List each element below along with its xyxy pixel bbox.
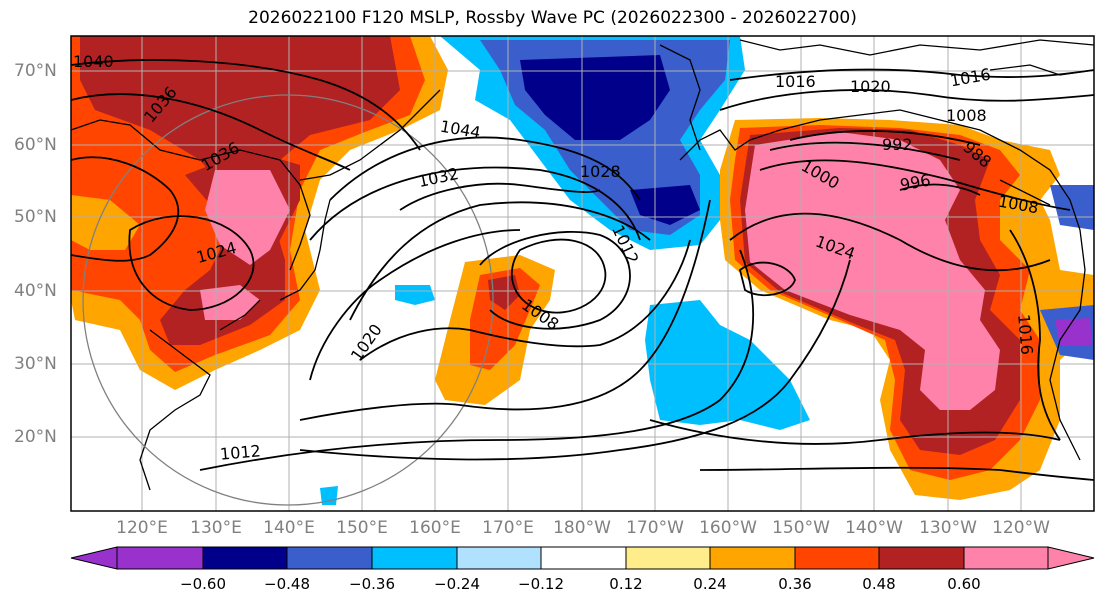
lon-label: 130°W [919, 518, 977, 538]
colorbar-tick-label: 0.12 [609, 575, 643, 593]
colorbar [70, 546, 1095, 570]
lon-label: 170°E [482, 518, 534, 538]
colorbar-tick-label: −0.12 [518, 575, 564, 593]
colorbar-tick-label: 0.24 [693, 575, 727, 593]
lon-label: 140°W [845, 518, 903, 538]
negative-anomaly-north [440, 36, 745, 250]
lon-label: 180°W [553, 518, 611, 538]
contour-label: 1040 [73, 52, 114, 71]
lat-label: 60°N [14, 135, 57, 155]
colorbar-tick-label: 0.36 [778, 575, 812, 593]
contour-label: 1028 [580, 162, 621, 181]
lat-label: 20°N [14, 427, 57, 447]
lat-label: 50°N [14, 207, 57, 227]
isobars [71, 59, 1094, 481]
colorbar-tick-label: 0.48 [862, 575, 896, 593]
lat-label: 70°N [14, 61, 57, 81]
colorbar-tick-label: 0.60 [947, 575, 981, 593]
lon-label: 170°W [626, 518, 684, 538]
positive-anomaly-central [435, 255, 555, 405]
lon-label: 160°W [699, 518, 757, 538]
colorbar-tick-label: −0.36 [349, 575, 395, 593]
lat-label: 30°N [14, 354, 57, 374]
contour-label: 1016 [775, 72, 816, 91]
colorbar-tick-label: −0.24 [434, 575, 480, 593]
coastlines [71, 39, 1094, 491]
contour-label: 1020 [850, 77, 891, 96]
contour-label: 1016 [1014, 313, 1037, 356]
contour-label: 1008 [946, 106, 987, 125]
lon-label: 160°E [409, 518, 461, 538]
lon-label: 120°E [116, 518, 168, 538]
lon-label: 140°E [263, 518, 315, 538]
colorbar-tick-label: −0.60 [180, 575, 226, 593]
lat-label: 40°N [14, 281, 57, 301]
lon-label: 150°E [336, 518, 388, 538]
contour-label: 992 [882, 135, 913, 154]
lon-label: 130°E [190, 518, 242, 538]
lon-label: 150°W [772, 518, 830, 538]
colorbar-tick-label: −0.48 [264, 575, 310, 593]
map-frame [70, 35, 1095, 512]
map-title: 2026022100 F120 MSLP, Rossby Wave PC (20… [248, 8, 857, 28]
lon-label: 120°W [992, 518, 1050, 538]
range-circle [82, 94, 494, 506]
contour-label: 1012 [219, 441, 262, 464]
